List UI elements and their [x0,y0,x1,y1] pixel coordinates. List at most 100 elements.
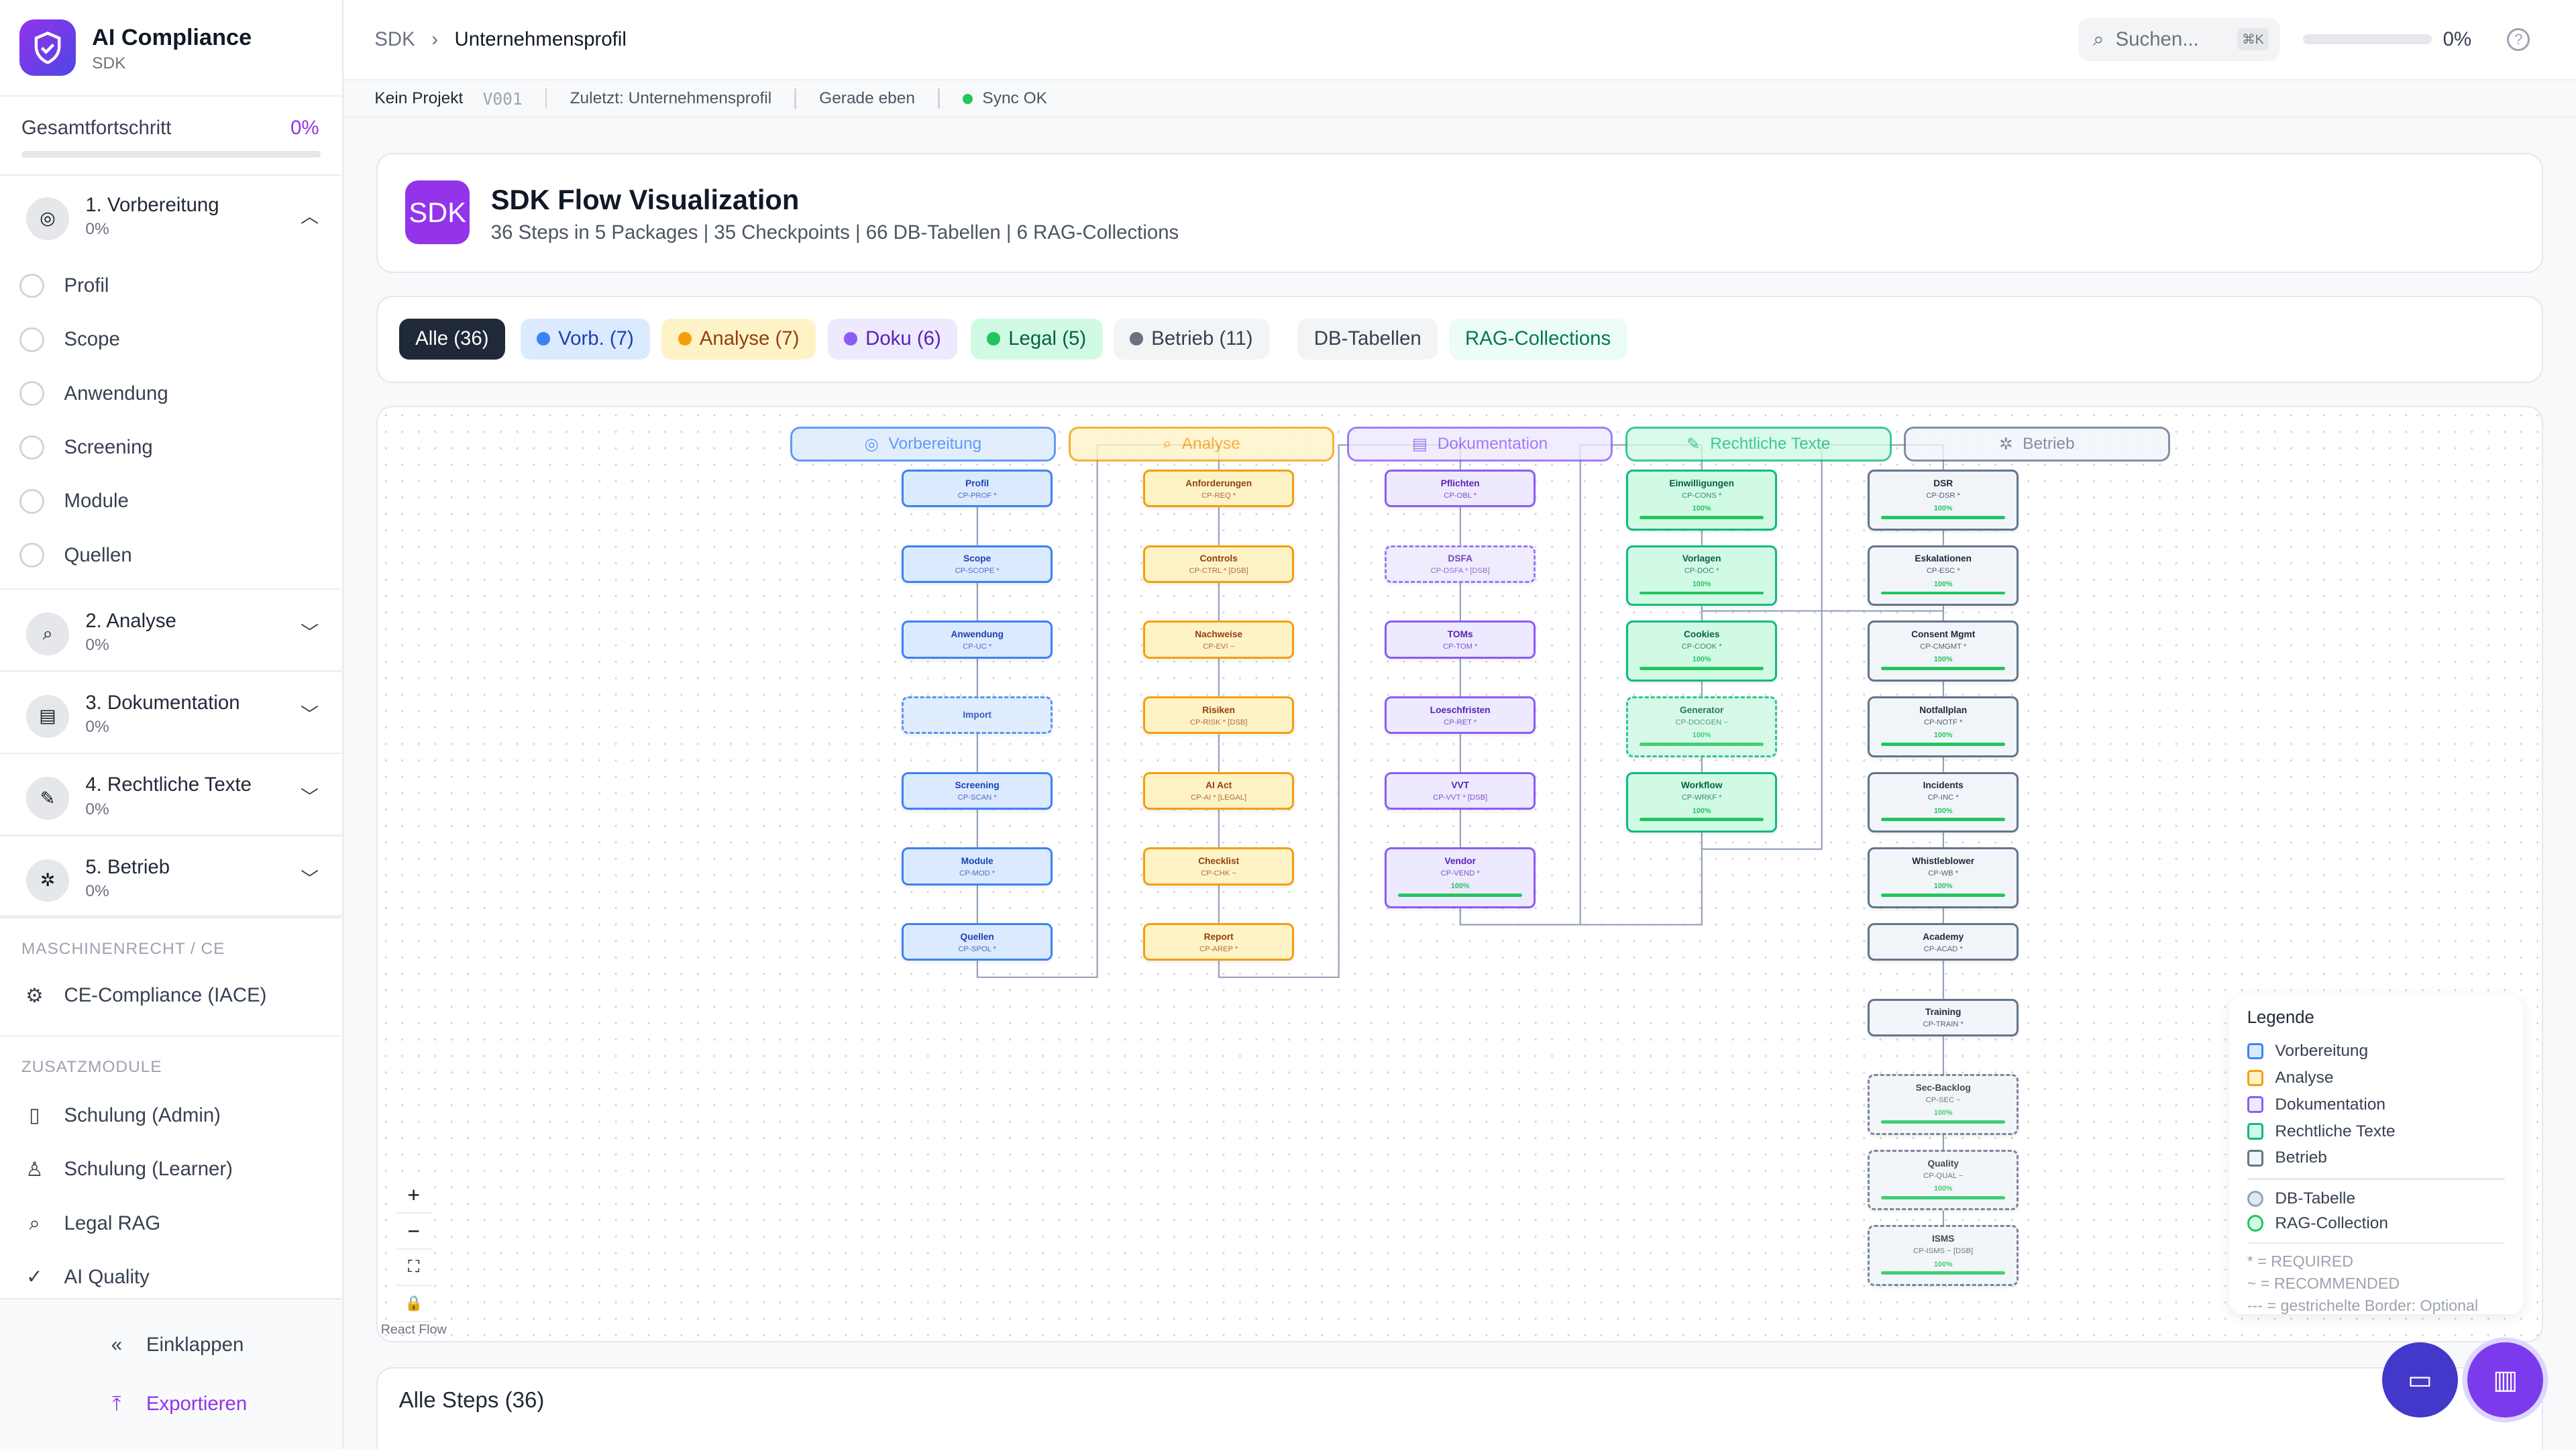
flow-node-isms[interactable]: ISMS CP-ISMS ~ [DSB] 100% [1868,1225,2019,1287]
chevron-down-icon[interactable]: ﹀ [301,869,319,890]
search-button[interactable]: ⌕ Suchen... ⌘K [2078,17,2281,61]
flow-node-consent-mgmt[interactable]: Consent Mgmt CP-CMGMT * 100% [1868,621,2019,682]
columns-view-button[interactable]: ▥ [2467,1342,2544,1418]
node-checkpoint: CP-SCAN * [957,794,997,802]
flow-node-generator[interactable]: Generator CP-DOCGEN ~ 100% [1626,696,1778,757]
node-label: Einwilligungen [1669,478,1735,488]
legend-item: Vorbereitung [2247,1038,2505,1065]
flow-node-screening[interactable]: Screening CP-SCAN * [902,771,1053,810]
sidebar-step-screening[interactable]: Screening [19,431,153,464]
flow-node-vorlagen[interactable]: Vorlagen CP-DOC * 100% [1626,545,1778,606]
flow-node-checklist[interactable]: Checklist CP-CHK ~ [1143,847,1295,885]
flow-node-report[interactable]: Report CP-AREP * [1143,922,1295,961]
filter-chip-4[interactable]: Doku (6) [827,318,958,360]
flow-node-pflichten[interactable]: Pflichten CP-OBL * [1385,469,1536,508]
node-checkpoint: CP-EVI ~ [1203,642,1235,651]
nav-schulung-admin-[interactable]: ▯ Schulung (Admin) [21,1099,221,1132]
flow-node-vendor[interactable]: Vendor CP-VEND * 100% [1385,847,1536,908]
chevron-down-icon[interactable]: ﹀ [301,704,319,725]
flow-node-notfallplan[interactable]: Notfallplan CP-NOTF * 100% [1868,696,2019,757]
chevron-down-icon[interactable]: ﹀ [301,786,319,807]
flow-node-scope[interactable]: Scope CP-SCOPE * [902,545,1053,583]
nav-ai-quality[interactable]: ✓ AI Quality [21,1260,150,1293]
sidebar-step-quellen[interactable]: Quellen [19,539,132,572]
flow-node-nachweise[interactable]: Nachweise CP-EVI ~ [1143,621,1295,659]
zoom-in-button[interactable]: + [395,1177,432,1214]
react-flow-attribution[interactable]: React Flow [380,1322,447,1337]
flow-node-workflow[interactable]: Workflow CP-WRKF * 100% [1626,771,1778,833]
filter-chip-1[interactable]: Alle (36) [398,318,505,360]
filter-chip-5[interactable]: Legal (5) [970,318,1103,360]
flow-node-einwilligungen[interactable]: Einwilligungen CP-CONS * 100% [1626,469,1778,531]
flow-node-ai-act[interactable]: AI Act CP-AI * [LEGAL] [1143,771,1295,810]
flow-node-dsfa[interactable]: DSFA CP-DSFA * [DSB] [1385,545,1536,583]
breadcrumb-current: Unternehmensprofil [454,28,627,50]
fit-view-button[interactable]: ⛶ [395,1250,432,1287]
help-icon[interactable]: ? [2507,28,2530,51]
node-checkpoint: CP-REQ * [1201,491,1236,500]
flow-node-controls[interactable]: Controls CP-CTRL * [DSB] [1143,545,1295,583]
filter-chip-6[interactable]: Betrieb (11) [1113,318,1270,360]
breadcrumb-root[interactable]: SDK [374,28,415,50]
filter-chip-8[interactable]: RAG-Collections [1448,318,1627,360]
flow-node-anforderungen[interactable]: Anforderungen CP-REQ * [1143,469,1295,508]
flow-node-incidents[interactable]: Incidents CP-INC * 100% [1868,771,2019,833]
sidebar-package-3[interactable]: ▤ 3. Dokumentation 0% ﹀ [0,687,341,753]
flow-node-academy[interactable]: Academy CP-ACAD * [1868,922,2019,961]
flow-edge-extra [1701,606,1944,621]
flow-canvas[interactable]: + − ⛶ 🔒 React Flow Legende Vorbereitung A… [376,405,2544,1342]
sidebar-package-1[interactable]: ◎ 1. Vorbereitung 0% ︿ [0,189,341,255]
sidebar-step-profil[interactable]: Profil [19,270,109,303]
collapse-button[interactable]: « Einklappen [103,1329,244,1362]
flow-node-loeschfristen[interactable]: Loeschfristen CP-RET * [1385,696,1536,735]
sidebar-package-4[interactable]: ✎ 4. Rechtliche Texte 0% ﹀ [0,769,341,835]
flow-node-anwendung[interactable]: Anwendung CP-UC * [902,621,1053,659]
lock-button[interactable]: 🔒 [395,1286,432,1322]
chevron-down-icon[interactable]: ﹀ [301,622,319,643]
filter-chip-2[interactable]: Vorb. (7) [520,318,651,360]
flow-node-module[interactable]: Module CP-MOD * [902,847,1053,885]
sync-status-dot [963,93,973,104]
export-button[interactable]: ⤒ Exportieren [103,1388,247,1421]
node-label: Training [1925,1007,1962,1018]
nav-label: Legal RAG [64,1212,161,1234]
legend-swatch [2247,1123,2264,1140]
nav-schulung-learner-[interactable]: ♙ Schulung (Learner) [21,1153,233,1186]
node-label: Whistleblower [1912,856,1975,866]
sidebar-package-5[interactable]: ✲ 5. Betrieb 0% ﹀ [0,851,341,917]
sidebar: AI Compliance SDK Gesamtfortschritt 0% M… [0,0,343,1449]
flow-node-training[interactable]: Training CP-TRAIN * [1868,998,2019,1036]
flow-node-eskalationen[interactable]: Eskalationen CP-ESC * 100% [1868,545,2019,606]
filter-chip-7[interactable]: DB-Tabellen [1297,318,1438,360]
flow-node-dsr[interactable]: DSR CP-DSR * 100% [1868,469,2019,531]
sidebar-step-anwendung[interactable]: Anwendung [19,377,168,410]
nav-legal-rag[interactable]: ⌕ Legal RAG [21,1207,160,1240]
flow-node-cookies[interactable]: Cookies CP-COOK * 100% [1626,621,1778,682]
node-progress-bar [1881,818,2006,822]
flow-node-import[interactable]: Import [902,696,1053,735]
last-saved: Gerade eben [819,89,916,108]
flow-node-quality[interactable]: Quality CP-QUAL ~ 100% [1868,1149,2019,1211]
sidebar-step-scope[interactable]: Scope [19,323,120,356]
nav-ce-compliance[interactable]: ⚙ CE-Compliance (IACE) [21,979,266,1012]
step-label: Module [64,490,129,513]
flow-node-vvt[interactable]: VVT CP-VVT * [DSB] [1385,771,1536,810]
legend-note: ~ = RECOMMENDED [2247,1274,2400,1292]
sidebar-step-module[interactable]: Module [19,485,129,518]
flow-node-whistleblower[interactable]: Whistleblower CP-WB * 100% [1868,847,2019,908]
chevron-up-icon[interactable]: ︿ [301,207,319,227]
flow-node-sec-backlog[interactable]: Sec-Backlog CP-SEC ~ 100% [1868,1074,2019,1135]
legend-swatch [2247,1150,2264,1167]
zoom-out-button[interactable]: − [395,1214,432,1250]
flow-node-quellen[interactable]: Quellen CP-SPOL * [902,922,1053,961]
breadcrumb: SDK › Unternehmensprofil [374,28,627,51]
flow-header-card: SDK SDK Flow Visualization 36 Steps in 5… [376,152,2544,273]
filter-label: DB-Tabellen [1313,327,1421,350]
flow-node-risiken[interactable]: Risiken CP-RISK * [DSB] [1143,696,1295,735]
sidebar-package-2[interactable]: ⌕ 2. Analyse 0% ﹀ [0,604,341,670]
flow-node-profil[interactable]: Profil CP-PROF * [902,469,1053,508]
chat-button[interactable]: ▭ [2382,1342,2458,1418]
node-label: Notfallplan [1919,704,1968,715]
filter-chip-3[interactable]: Analyse (7) [661,318,816,360]
flow-node-toms[interactable]: TOMs CP-TOM * [1385,621,1536,659]
